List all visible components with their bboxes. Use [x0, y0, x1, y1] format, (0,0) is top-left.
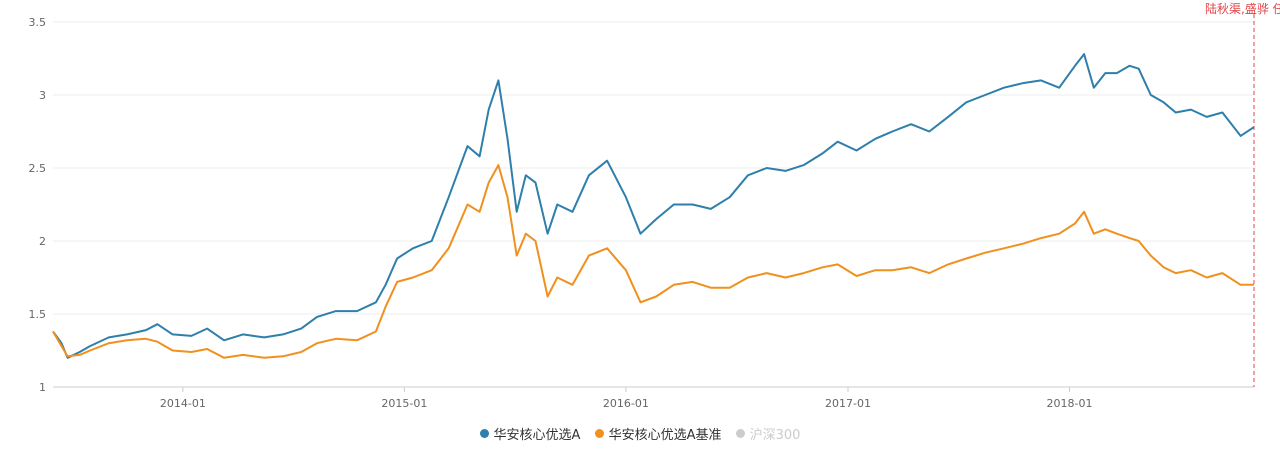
legend-dot-series-2	[594, 429, 604, 438]
legend-dot-series-1	[479, 429, 489, 438]
y-tick-label: 2.5	[29, 162, 47, 175]
chart-legend: 华安核心优选A 华安核心优选A基准 沪深300	[0, 424, 1280, 443]
x-tick-label: 2014-01	[160, 397, 206, 410]
manager-change-label: 陆秋渠,盛骅 任	[1205, 1, 1280, 16]
y-tick-label: 3	[39, 89, 46, 102]
y-tick-label: 2	[39, 235, 46, 248]
series-line-1	[52, 53, 1255, 359]
line-chart: 1 1.5 2 2.5 3 3.5 2014-01 2015-01 2016-01 2017-0…	[29, 1, 1280, 410]
legend-item-series-1[interactable]: 华安核心优选A	[479, 424, 581, 443]
x-tick-label: 2016-01	[603, 397, 649, 410]
legend-item-series-3[interactable]: 沪深300	[735, 424, 801, 443]
x-tick-label: 2018-01	[1047, 397, 1093, 410]
legend-item-series-2[interactable]: 华安核心优选A基准	[594, 424, 722, 443]
legend-label-series-1: 华安核心优选A	[493, 428, 581, 443]
x-tick-label: 2015-01	[381, 397, 427, 410]
legend-label-series-2: 华安核心优选A基准	[608, 428, 722, 443]
y-tick-label: 1.5	[29, 308, 47, 321]
legend-label-series-3: 沪深300	[749, 428, 801, 443]
legend-dot-series-3	[735, 429, 745, 438]
y-tick-label: 3.5	[29, 16, 47, 29]
y-tick-label: 1	[39, 381, 46, 394]
series-line-2	[52, 164, 1254, 359]
x-tick-label: 2017-01	[825, 397, 871, 410]
